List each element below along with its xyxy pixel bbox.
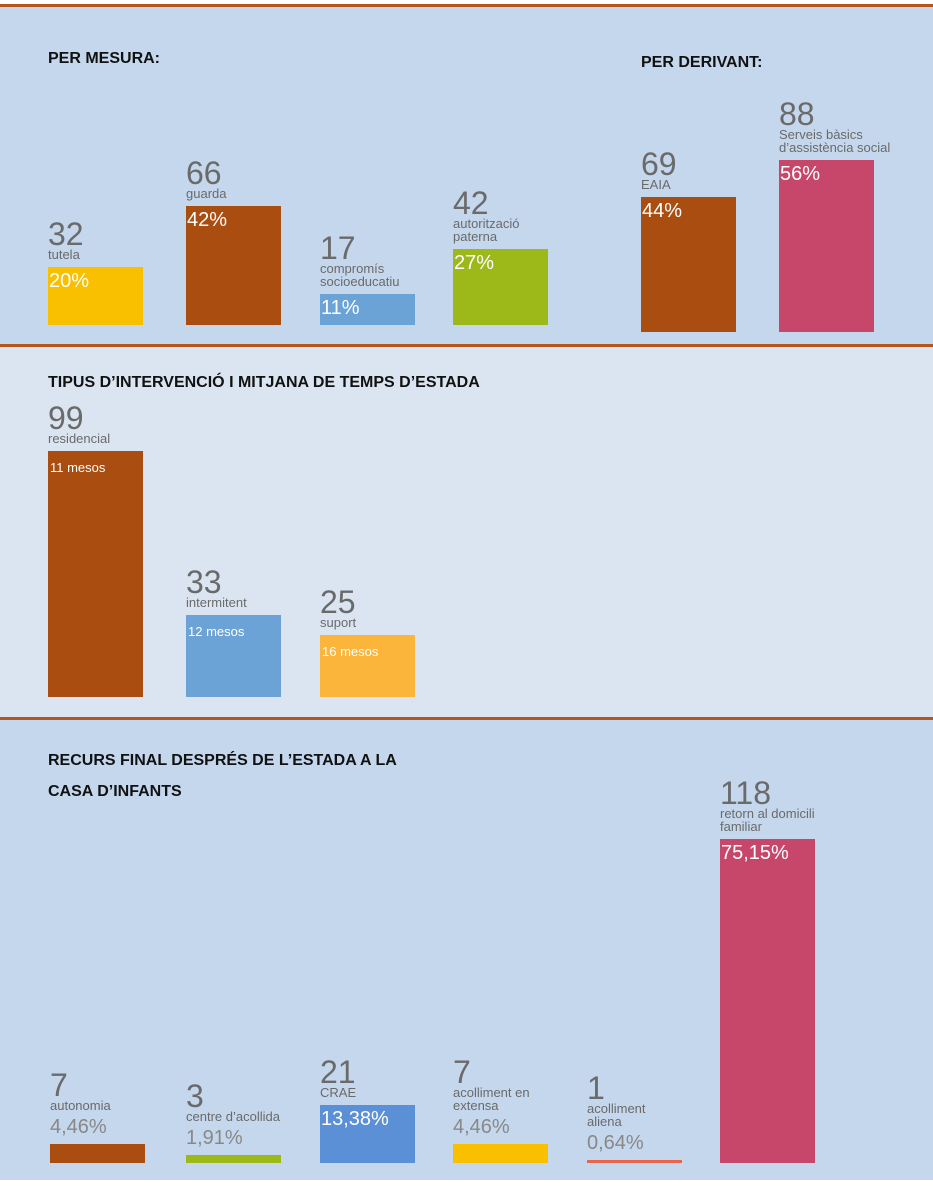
percent-label: 1,91%: [186, 1126, 243, 1149]
value-label: 32: [48, 216, 84, 253]
category-label: Serveis bàsics d’assistència social: [779, 127, 891, 156]
bar-label-group: 66 guarda: [186, 155, 281, 204]
bar: [320, 635, 415, 697]
bar-label-group: 118 retorn al domicili familiar: [720, 774, 815, 837]
bar: [186, 615, 281, 697]
bar: [779, 160, 874, 332]
category-label: EAIA: [641, 177, 671, 193]
bar: [48, 451, 143, 697]
value-label: 69: [641, 146, 677, 183]
percent-label: 56%: [780, 163, 821, 186]
value-label: 25: [320, 584, 356, 620]
separator: [0, 717, 933, 720]
bar: [50, 1143, 145, 1163]
percent-label: 4,46%: [453, 1115, 510, 1138]
bar: [453, 1143, 548, 1163]
bar: [320, 294, 415, 325]
category-label: compromís socioeducatiu: [320, 261, 400, 290]
bar: [720, 838, 815, 1163]
bar-label-group: 32 tutela: [48, 216, 143, 265]
separator: [0, 4, 933, 7]
category-label: acolliment en extensa: [453, 1084, 530, 1113]
category-label: intermitent: [186, 595, 247, 611]
bar-label-group: 21 CRAE: [320, 1054, 415, 1103]
bar-label-group: 7 autonomia 4,46%: [50, 1066, 145, 1142]
value-label: 1: [587, 1070, 605, 1107]
bar-label-group: 42 autorització paterna: [453, 185, 548, 247]
category-label: acolliment aliena: [587, 1101, 646, 1130]
bar: [320, 1105, 415, 1163]
value-label: 7: [50, 1066, 68, 1103]
value-label: 88: [779, 96, 815, 133]
bar: [587, 1160, 682, 1163]
duration-label: 12 mesos: [188, 624, 245, 640]
value-label: 3: [186, 1077, 204, 1114]
section-title: PER MESURA:: [48, 50, 161, 67]
percent-label: 44%: [642, 200, 683, 223]
percent-label: 11%: [321, 297, 360, 320]
bar: [641, 197, 736, 332]
category-label: guarda: [186, 186, 227, 202]
bar-label-group: 88 Serveis bàsics d’assistència social: [779, 96, 929, 158]
bar-label-group: 3 centre d’acollida 1,91%: [186, 1077, 281, 1153]
section-bg: [0, 345, 933, 718]
separator: [0, 344, 933, 347]
percent-label: 20%: [49, 270, 90, 293]
bar: [453, 249, 548, 325]
category-label: suport: [320, 615, 357, 630]
percent-label: 27%: [454, 252, 495, 275]
value-label: 33: [186, 564, 222, 601]
percent-label: 0,64%: [587, 1132, 644, 1155]
duration-label: 11 mesos: [50, 460, 106, 476]
section-title: TIPUS D’INTERVENCIÓ I MITJANA DE TEMPS D…: [48, 374, 480, 391]
section-title: RECURS FINAL DESPRÉS DE L’ESTADA A LA CA…: [48, 752, 397, 800]
percent-label: 4,46%: [50, 1115, 107, 1138]
value-label: 66: [186, 155, 222, 192]
bar-label-group: 17 compromís socioeducatiu: [320, 230, 415, 292]
bar-label-group: 33 intermitent: [186, 564, 281, 613]
value-label: 17: [320, 230, 356, 267]
bar: [186, 206, 281, 325]
category-label: CRAE: [320, 1085, 357, 1101]
category-label: centre d’acollida: [186, 1108, 280, 1124]
value-label: 99: [48, 400, 84, 437]
value-label: 21: [320, 1054, 356, 1091]
value-label: 118: [720, 774, 772, 811]
bar-label-group: 69 EAIA: [641, 146, 791, 195]
section-title: PER DERIVANT:: [641, 54, 763, 71]
percent-label: 13,38%: [321, 1108, 389, 1131]
bar-label-group: 25 suport: [320, 584, 415, 633]
category-label: residencial: [48, 431, 111, 447]
category-label: tutela: [48, 247, 80, 263]
category-label: retorn al domicili familiar: [720, 805, 815, 834]
bar-label-group: 1 acolliment aliena 0,64%: [587, 1070, 682, 1158]
category-label: autorització paterna: [453, 216, 520, 245]
percent-label: 75,15%: [721, 841, 789, 864]
bar-label-group: 7 acolliment en extensa 4,46%: [453, 1053, 548, 1142]
value-label: 7: [453, 1053, 471, 1090]
percent-label: 42%: [187, 209, 228, 232]
duration-label: 16 mesos: [322, 644, 379, 659]
value-label: 42: [453, 185, 489, 222]
bar-label-group: 99 residencial: [48, 400, 143, 449]
bar: [48, 267, 143, 325]
category-label: autonomia: [50, 1097, 111, 1113]
bar: [186, 1154, 281, 1163]
